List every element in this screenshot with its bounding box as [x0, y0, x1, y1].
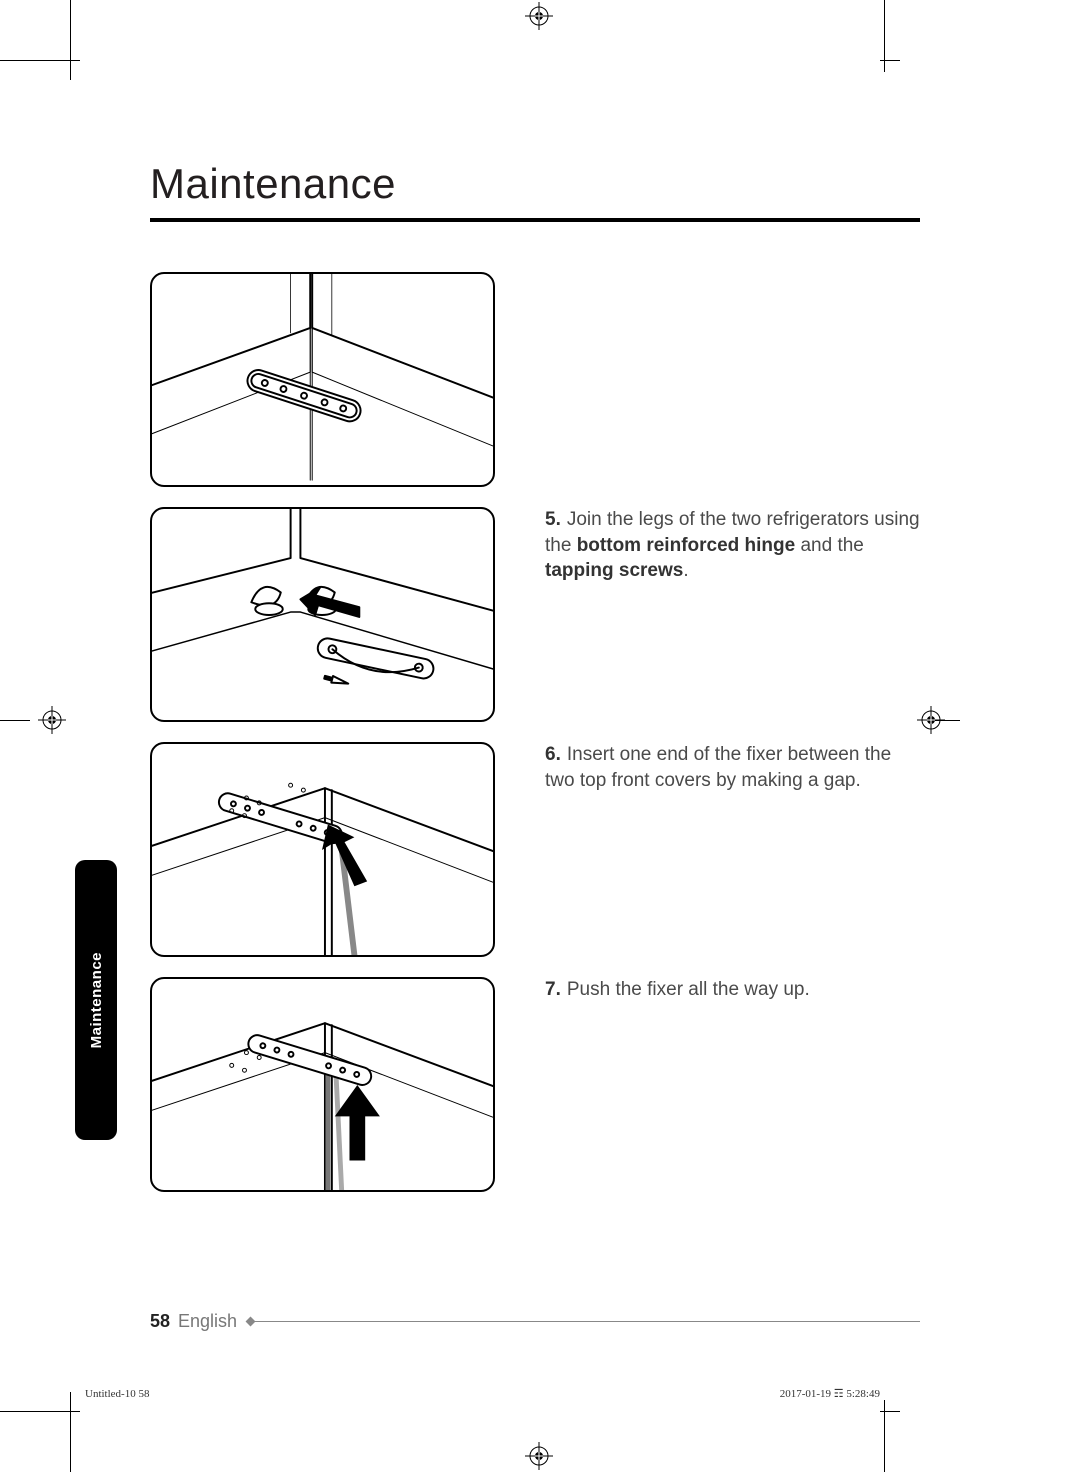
registration-mark-icon: [525, 2, 553, 30]
title-rule: [150, 218, 920, 222]
crop-mark: [880, 1411, 900, 1412]
step-5-text: 5.Join the legs of the two refrigerators…: [495, 507, 920, 584]
page-title: Maintenance: [150, 160, 920, 208]
page-language: English: [178, 1311, 237, 1332]
crop-mark: [884, 0, 885, 72]
crop-mark: [0, 60, 80, 61]
step-6-text: 6.Insert one end of the fixer between th…: [495, 742, 920, 793]
illustration-top-hinge: [150, 272, 495, 487]
print-sheet: Maintenance Maintenance: [0, 0, 1080, 1472]
illustration-insert-fixer: [150, 742, 495, 957]
illustration-bottom-hinge: [150, 507, 495, 722]
print-meta-right: 2017-01-19 ☶ 5:28:49: [780, 1387, 880, 1400]
step-number: 7.: [545, 979, 561, 1000]
crop-mark: [884, 1400, 885, 1472]
step-7-text: 7.Push the fixer all the way up.: [495, 977, 920, 1003]
page-number: 58: [150, 1311, 170, 1332]
registration-mark-icon: [525, 1442, 553, 1470]
page-footer: 58 English: [150, 1311, 920, 1332]
illustration-push-fixer: [150, 977, 495, 1192]
crop-mark: [0, 1411, 80, 1412]
step-number: 6.: [545, 744, 561, 765]
step-number: 5.: [545, 509, 561, 530]
page-content: Maintenance: [150, 160, 920, 1320]
crop-mark: [880, 60, 900, 61]
print-meta-left: Untitled-10 58: [85, 1388, 149, 1400]
section-tab: Maintenance: [75, 860, 117, 1140]
section-tab-label: Maintenance: [88, 952, 105, 1048]
crop-mark: [0, 720, 30, 721]
crop-mark: [70, 0, 71, 80]
registration-mark-icon: [917, 706, 945, 734]
registration-mark-icon: [38, 706, 66, 734]
crop-mark: [70, 1392, 71, 1472]
footer-rule: [253, 1321, 920, 1322]
